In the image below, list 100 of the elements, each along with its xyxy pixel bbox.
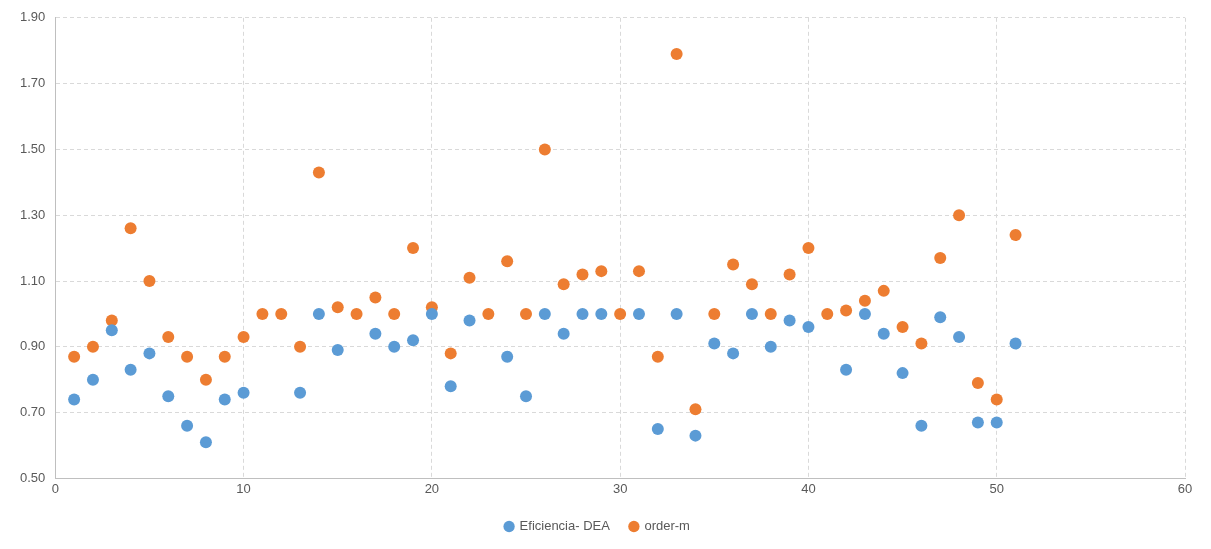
x-tick-label: 10: [236, 480, 251, 496]
point: [651, 350, 664, 363]
point: [1009, 228, 1022, 241]
point: [557, 278, 570, 291]
point: [520, 390, 533, 403]
point: [802, 321, 815, 334]
point: [124, 363, 137, 376]
point: [651, 423, 664, 436]
point: [689, 403, 702, 416]
point: [971, 376, 984, 389]
point: [576, 268, 589, 281]
y-tick-label: 1.70: [19, 75, 46, 91]
point: [953, 209, 966, 222]
point: [727, 347, 740, 360]
point: [670, 47, 683, 60]
point: [990, 393, 1003, 406]
point: [143, 275, 156, 287]
point: [745, 307, 758, 320]
point: [162, 330, 175, 343]
point: [482, 307, 495, 320]
legend-label: order-m: [644, 518, 690, 534]
point: [632, 307, 645, 320]
y-tick-label: 0.50: [19, 469, 46, 485]
point: [199, 436, 212, 449]
point: [840, 304, 853, 317]
point: [369, 291, 382, 304]
point: [595, 307, 608, 320]
point: [764, 340, 777, 353]
point: [331, 301, 344, 314]
x-tick-label: 20: [424, 480, 440, 496]
point: [388, 340, 401, 353]
point: [576, 307, 589, 320]
point: [877, 327, 890, 340]
y-tick-label: 0.70: [19, 404, 46, 420]
point: [407, 334, 420, 347]
point: [764, 307, 777, 320]
point: [407, 242, 420, 255]
point: [444, 380, 457, 393]
point: [294, 386, 307, 399]
y-tick-label: 0.90: [19, 338, 46, 354]
point: [557, 327, 570, 340]
point: [501, 350, 514, 363]
point: [312, 166, 325, 179]
x-tick-label: 40: [801, 480, 816, 496]
point: [858, 294, 871, 307]
point: [369, 327, 382, 340]
point: [1009, 337, 1022, 350]
point: [614, 307, 627, 320]
point: [840, 363, 853, 376]
point: [86, 340, 99, 353]
point: [388, 307, 401, 320]
point: [501, 255, 514, 268]
point: [689, 429, 702, 442]
point: [802, 242, 815, 255]
point: [538, 307, 551, 320]
point: [990, 416, 1003, 429]
point: [463, 271, 476, 284]
point: [538, 143, 551, 156]
point: [143, 347, 156, 360]
point: [294, 340, 307, 353]
point: [745, 278, 758, 291]
point: [124, 222, 137, 235]
point: [68, 350, 81, 363]
point: [727, 258, 740, 271]
x-tick-label: 30: [612, 480, 628, 496]
point: [877, 284, 890, 297]
legend-label: Eficiencia- DEA: [519, 518, 611, 534]
point: [218, 393, 231, 406]
point: [670, 307, 683, 320]
point: [275, 307, 288, 320]
point: [915, 337, 928, 350]
point: [896, 367, 909, 380]
point: [237, 386, 250, 399]
y-tick-label: 1.30: [19, 206, 46, 222]
point: [162, 390, 175, 403]
point: [86, 373, 99, 386]
point: [105, 324, 118, 337]
point: [821, 307, 834, 320]
x-tick-label: 60: [1177, 480, 1193, 496]
point: [708, 337, 721, 350]
point: [858, 307, 871, 320]
point: [632, 265, 645, 278]
point: [953, 330, 966, 343]
point: [783, 268, 796, 281]
point: [256, 307, 269, 320]
point: [312, 307, 325, 320]
point: [934, 251, 947, 264]
point: [708, 307, 721, 320]
point: [463, 314, 476, 327]
x-tick-label: 0: [51, 480, 59, 496]
point: [595, 265, 608, 278]
point: [199, 373, 212, 386]
point: [181, 350, 194, 363]
y-tick-label: 1.90: [19, 9, 46, 25]
point: [425, 307, 438, 320]
y-tick-label: 1.50: [19, 140, 46, 156]
point: [350, 307, 363, 320]
point: [331, 344, 344, 357]
point: [520, 307, 533, 320]
point: [68, 393, 81, 406]
